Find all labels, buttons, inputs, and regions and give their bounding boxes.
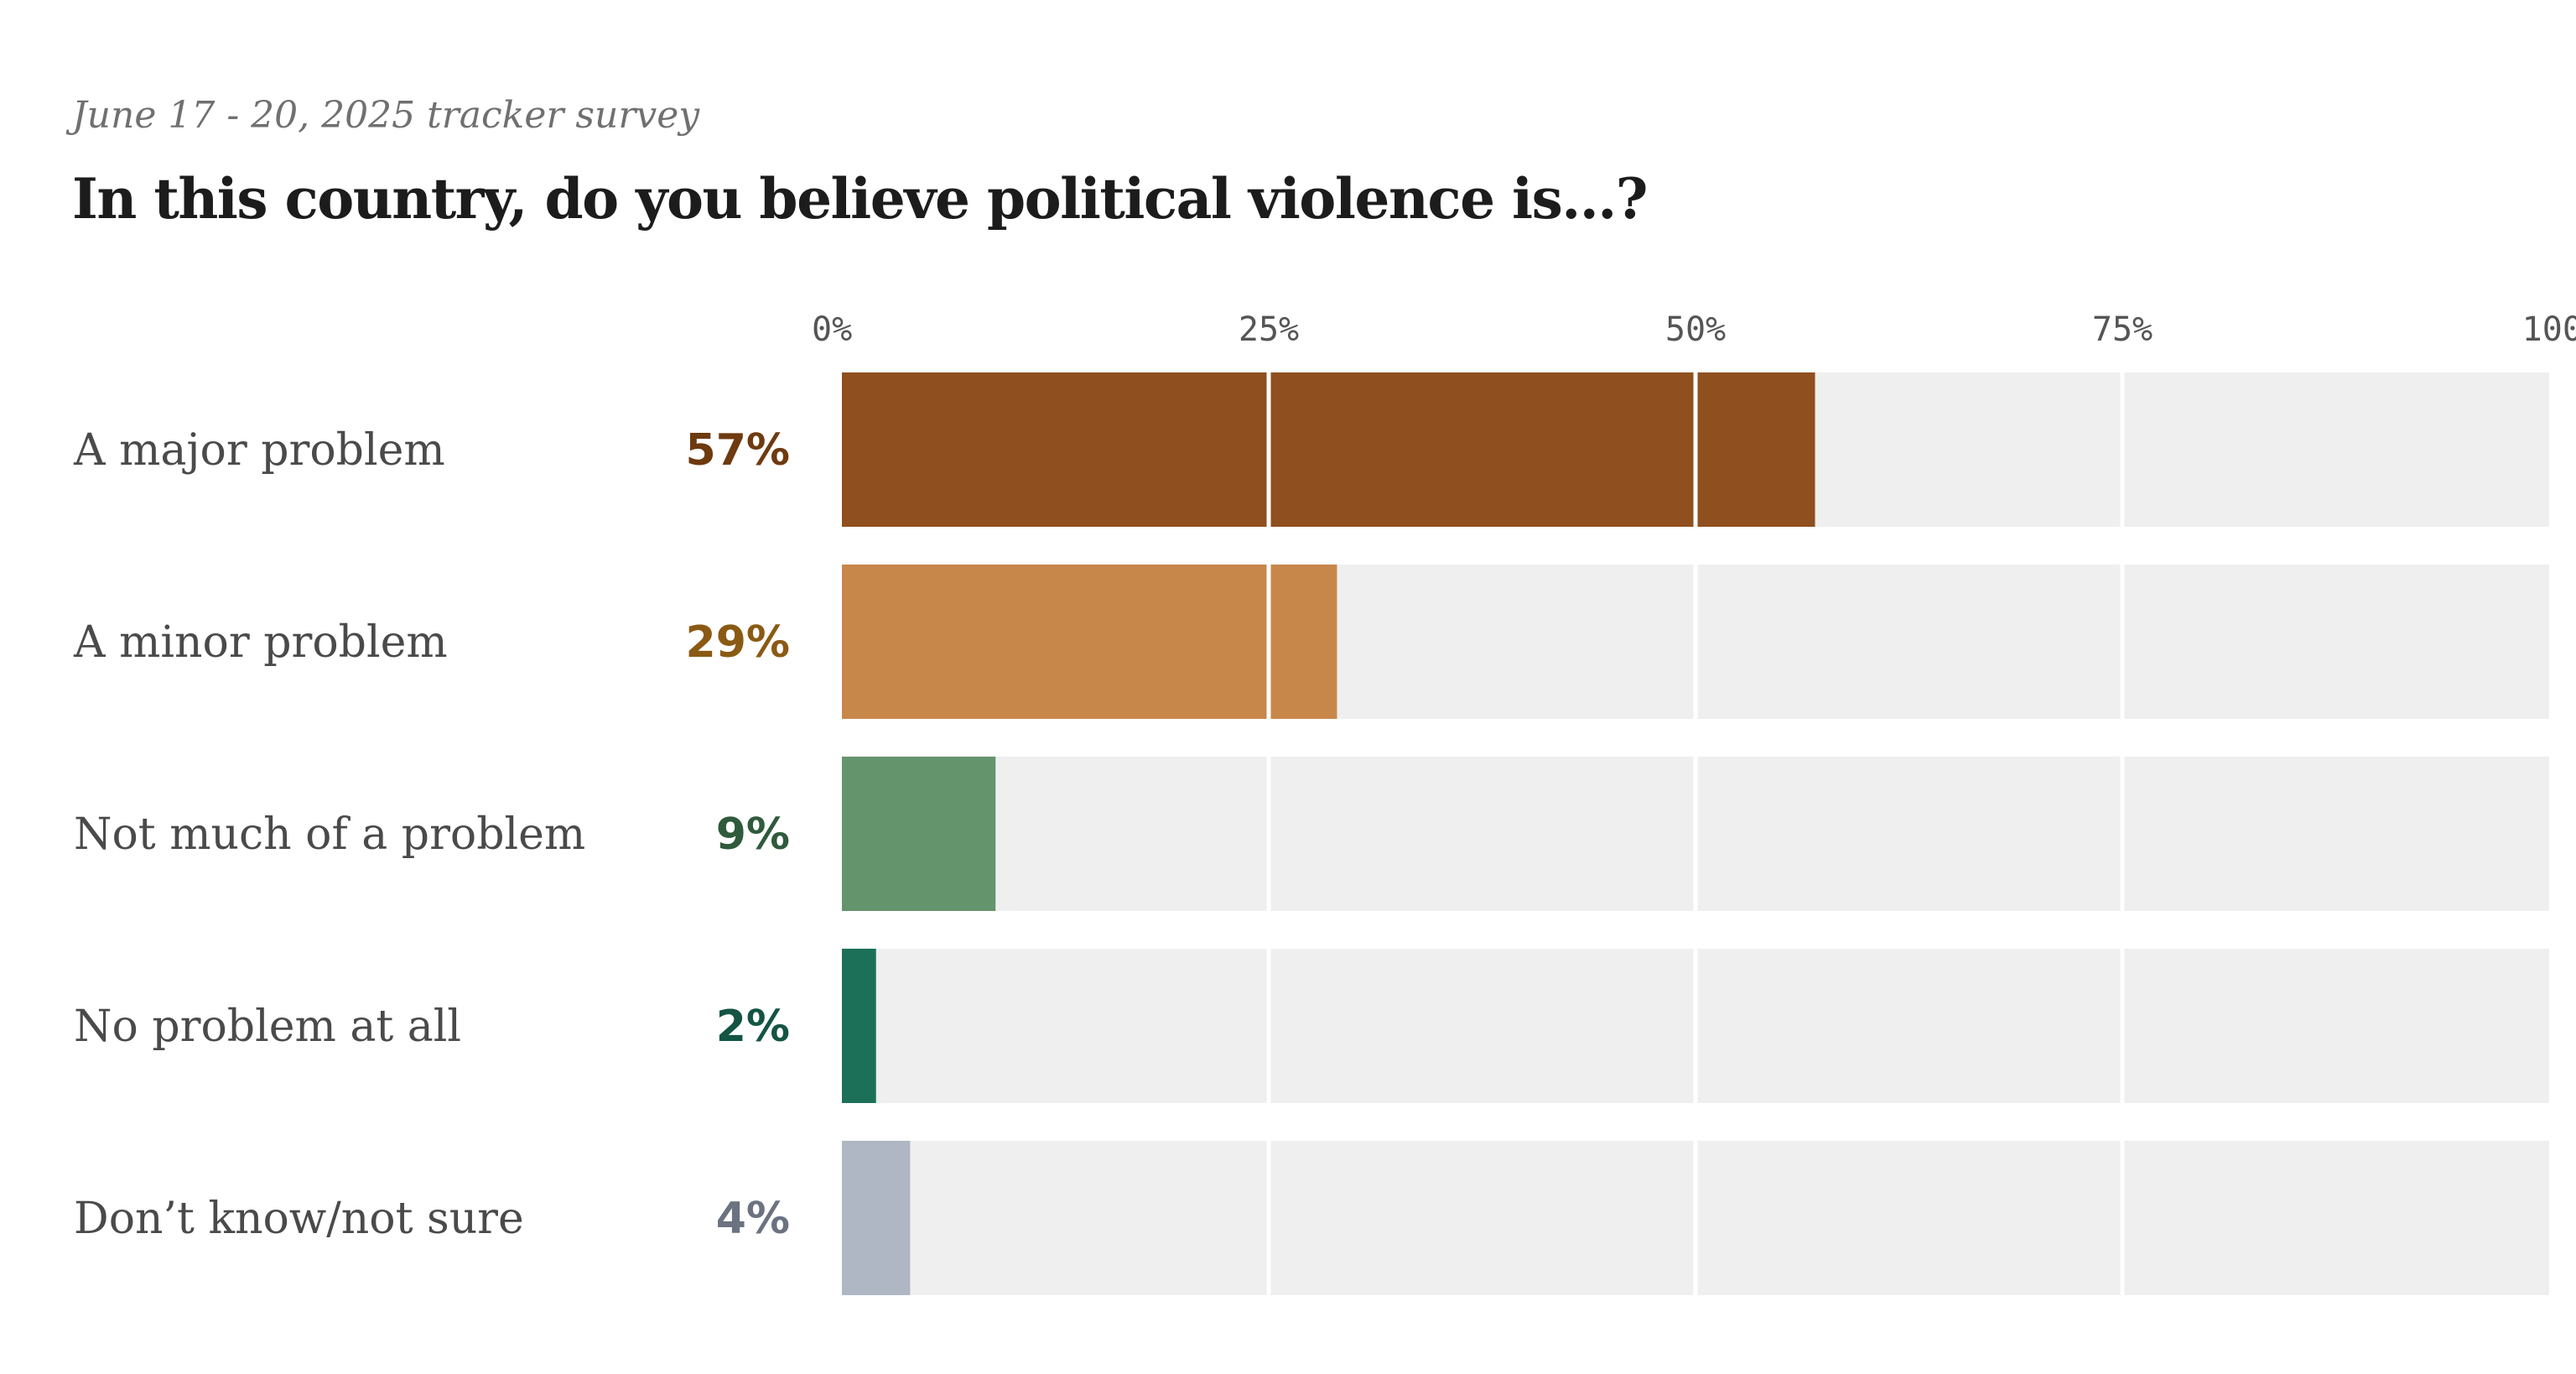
x-tick-label: 75% bbox=[2092, 310, 2153, 349]
bar bbox=[842, 1141, 911, 1295]
category-label: Don’t know/not sure bbox=[74, 1194, 524, 1244]
x-tick-label: 50% bbox=[1665, 310, 1726, 349]
data-label: 57% bbox=[686, 425, 790, 476]
category-label: Not much of a problem bbox=[74, 809, 585, 860]
data-label: 2% bbox=[716, 1002, 790, 1052]
category-label: A minor problem bbox=[73, 617, 448, 668]
bar bbox=[842, 757, 996, 911]
chart-subtitle: June 17 - 20, 2025 tracker survey bbox=[72, 94, 700, 137]
category-label: A major problem bbox=[73, 425, 445, 476]
bar bbox=[842, 565, 1337, 719]
x-tick-label: 0% bbox=[812, 310, 852, 349]
category-label: No problem at all bbox=[74, 1002, 461, 1052]
bar bbox=[842, 372, 1815, 527]
data-label: 29% bbox=[686, 617, 790, 668]
chart-title: In this country, do you believe politica… bbox=[72, 166, 1648, 232]
data-label: 4% bbox=[716, 1194, 790, 1244]
data-label: 9% bbox=[716, 809, 790, 860]
x-tick-label: 100% bbox=[2522, 310, 2576, 349]
x-tick-label: 25% bbox=[1239, 310, 1299, 349]
bar bbox=[842, 949, 876, 1103]
